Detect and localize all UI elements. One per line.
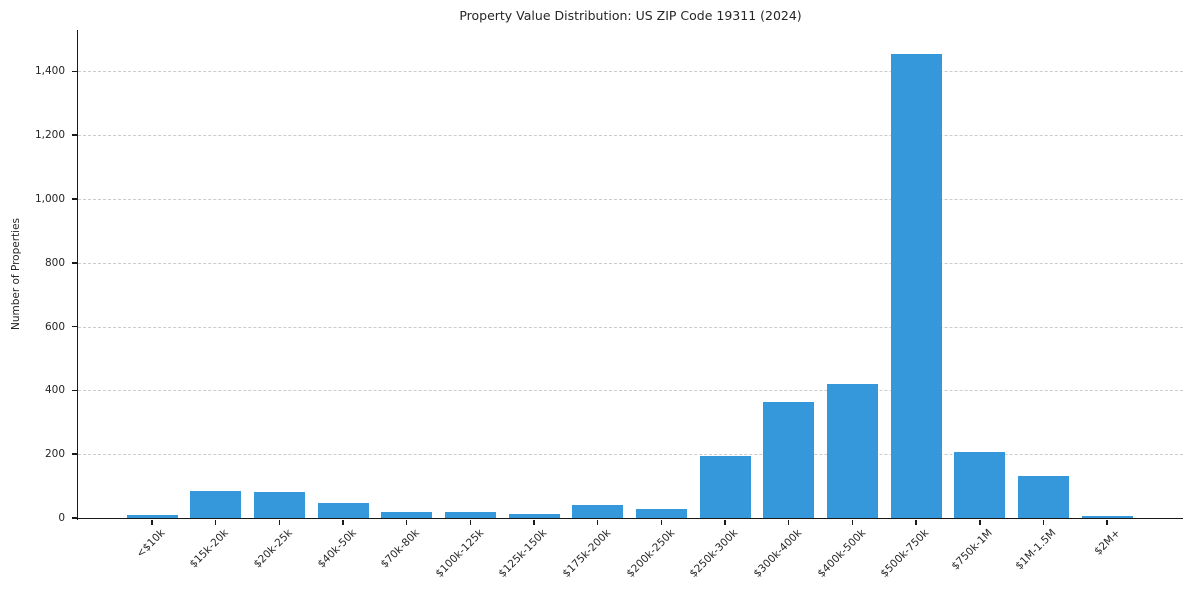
x-tick-label: $125k-150k [496,527,550,580]
y-tick-mark [71,198,77,200]
gridline [78,390,1183,392]
x-tick-label: $70k-80k [378,527,423,571]
bar-$100k-125k [444,512,496,518]
bar-$250k-300k [699,456,751,518]
x-tick-label: <$10k [134,527,168,561]
y-axis-label-text: Number of Properties [10,217,22,331]
bar-$70k-80k [381,511,433,518]
gridline [78,71,1183,73]
x-tick-label: $175k-200k [560,527,614,580]
x-tick-mark [214,519,217,525]
bar-$15k-20k [190,490,242,518]
bar-$20k-25k [253,491,305,518]
y-tick-label: 600 [44,320,65,333]
y-tick-mark [71,70,77,73]
x-tick-mark [1106,519,1108,525]
x-tick-mark [405,519,408,525]
bar-$175k-200k [572,505,624,518]
y-tick-label: 200 [44,448,65,461]
bar-$750k-1M [954,451,1006,518]
gridline [78,135,1183,137]
y-tick-mark [71,134,77,137]
x-tick-mark [596,519,599,525]
x-tick-mark [660,519,663,525]
bar-$400k-500k [826,384,878,518]
bar-$125k-150k [508,513,560,518]
x-tick-label: $750k-1M [949,527,996,573]
x-tick-mark [342,519,344,525]
y-tick-mark [71,517,77,519]
y-tick-label: 400 [44,384,65,397]
x-tick-mark [469,519,472,525]
gridline [78,326,1183,328]
x-tick-mark [1042,519,1045,525]
x-tick-label: $100k-125k [432,527,486,580]
bar-$1M-1.5M [1017,475,1069,518]
x-tick-label: $15k-20k [187,527,232,571]
x-tick-mark [278,519,281,525]
gridline [78,199,1183,201]
y-tick-label: 0 [58,512,65,524]
bar-$300k-400k [763,402,815,518]
y-tick-mark [71,453,77,455]
x-tick-label: $250k-300k [687,527,741,580]
x-tick-mark [978,519,981,525]
y-tick-label: 1,400 [34,65,65,78]
bar-$2M+ [1081,516,1133,518]
x-tick-mark [724,519,726,525]
x-tick-mark [787,519,790,525]
x-tick-label: $300k-400k [751,527,805,580]
x-tick-label: $2M+ [1091,527,1123,558]
x-axis-spine [76,517,1183,520]
x-tick-label: $400k-500k [815,527,868,580]
gridline [78,454,1183,456]
y-tick-mark [71,325,77,328]
y-axis-label: Number of Properties [10,162,22,330]
x-tick-mark [915,519,917,525]
x-tick-label: $40k-50k [315,527,359,571]
x-tick-mark [151,519,153,525]
y-tick-label: 800 [44,256,65,269]
x-tick-label: $20k-25k [251,527,295,571]
x-tick-label: $500k-750k [878,527,932,580]
x-tick-label: $1M-1.5M [1013,527,1059,573]
y-tick-label: 1,200 [34,129,65,142]
x-tick-mark [851,519,854,525]
x-tick-label: $200k-250k [624,527,677,580]
y-tick-label: 1,000 [34,193,65,206]
y-tick-mark [71,262,77,264]
plot-area [78,30,1183,518]
y-tick-mark [71,389,77,392]
gridline [78,262,1183,264]
bar-<$10k [126,514,178,518]
y-axis-spine [76,30,79,520]
x-tick-mark [533,519,535,525]
bar-$500k-750k [890,53,942,518]
bar-$200k-250k [635,508,687,518]
bar-$40k-50k [317,502,369,518]
chart-title: Property Value Distribution: US ZIP Code… [459,8,802,23]
